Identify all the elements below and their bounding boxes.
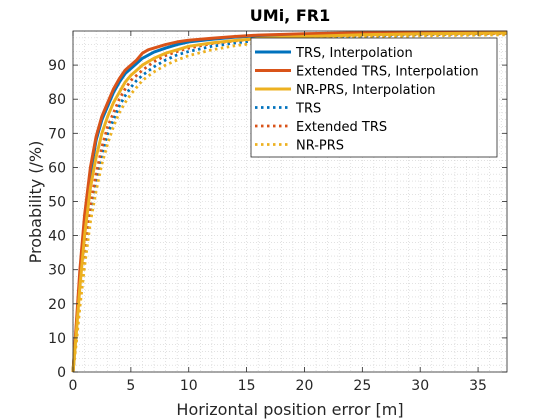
y-tick-label: 0 <box>57 365 66 381</box>
legend-box <box>250 37 498 158</box>
x-tick-label: 25 <box>353 378 371 394</box>
legend-label: TRS, Interpolation <box>295 46 413 61</box>
x-axis-label: Horizontal position error [m] <box>176 400 403 419</box>
x-tick-label: 5 <box>126 378 135 394</box>
series-line-extended-trs <box>71 32 508 373</box>
x-tick-label: 30 <box>411 378 429 394</box>
y-tick-label: 40 <box>48 229 66 245</box>
x-tick-label: 10 <box>180 378 198 394</box>
legend-label: NR-PRS <box>296 139 344 154</box>
y-tick-label: 30 <box>48 263 66 279</box>
y-tick-label: 20 <box>48 297 66 313</box>
legend: TRS, Interpolation Extended TRS, Interpol… <box>250 37 498 158</box>
y-tick-label: 70 <box>48 126 66 142</box>
y-tick-label: 10 <box>48 331 66 347</box>
legend-label: Extended TRS <box>296 120 387 135</box>
legend-label: NR-PRS, Interpolation <box>296 83 436 98</box>
x-tick-label: 15 <box>238 378 256 394</box>
y-tick-label: 60 <box>48 160 66 176</box>
x-tick-label: 0 <box>69 378 78 394</box>
legend-label: TRS <box>295 102 321 117</box>
x-tick-label: 20 <box>296 378 314 394</box>
legend-label: Extended TRS, Interpolation <box>296 65 479 80</box>
series-line-extended-trs-interpolation <box>71 30 508 373</box>
y-tick-label: 50 <box>48 195 66 211</box>
y-axis-label: Probability (/%) <box>26 141 45 264</box>
x-axis-ticks: 0 5 10 15 20 25 30 35 <box>69 31 487 394</box>
chart-title: UMi, FR1 <box>250 6 330 25</box>
x-tick-label: 35 <box>469 378 487 394</box>
y-tick-label: 90 <box>48 58 66 74</box>
y-tick-label: 80 <box>48 92 66 108</box>
y-axis-ticks: 0 10 20 30 40 50 60 70 80 90 <box>48 58 507 381</box>
